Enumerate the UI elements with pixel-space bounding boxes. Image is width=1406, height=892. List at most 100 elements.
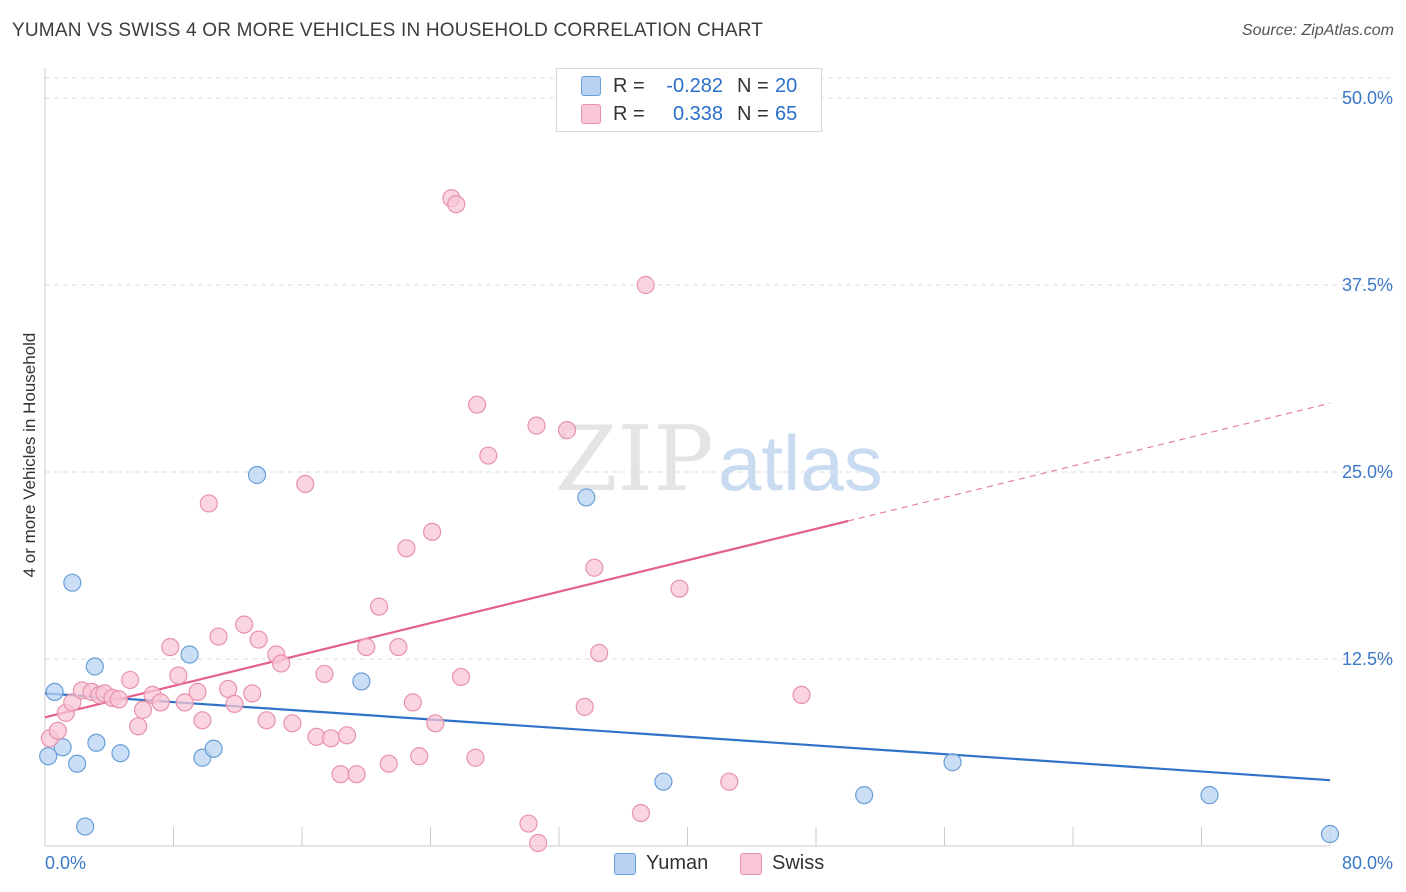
trend-lines [44, 402, 1331, 782]
swiss-point [169, 666, 188, 685]
swiss-point [519, 814, 538, 833]
legend-label-yuman: Yuman [646, 852, 709, 874]
watermark: ZIP atlas [555, 407, 883, 512]
legend-item-swiss[interactable]: Swiss [740, 852, 824, 875]
yuman-point [87, 733, 106, 752]
legend-row-swiss: R = 0.338 N = 65 [581, 102, 797, 126]
swiss-point [151, 693, 170, 712]
yuman-point [53, 738, 72, 757]
swiss-point [121, 670, 140, 690]
x-tick-label-min: 0.0% [45, 853, 86, 873]
y-tick-label: 25.0% [1342, 462, 1393, 482]
watermark-atlas: atlas [718, 419, 883, 507]
swiss-point [631, 803, 651, 823]
yuman-point [85, 657, 104, 676]
swiss-point [379, 754, 398, 773]
series-legend: Yuman Swiss [0, 852, 1406, 878]
swiss-point [403, 693, 422, 712]
legend-label-swiss: Swiss [772, 852, 825, 874]
swiss-point [451, 667, 471, 687]
yuman-swatch [614, 852, 636, 875]
y-tick-label: 37.5% [1342, 275, 1393, 295]
swiss-swatch [581, 104, 601, 124]
swiss-point [389, 637, 408, 657]
yuman-point [247, 465, 267, 485]
n-value: 20 [775, 74, 798, 97]
yuman-point [180, 645, 199, 664]
swiss-point [557, 421, 577, 440]
yuman-point [111, 744, 130, 763]
legend-row-yuman: R = -0.282 N = 20 [581, 74, 797, 98]
r-label: R = [613, 102, 645, 125]
swiss-point [257, 711, 276, 730]
swiss-point [243, 684, 262, 703]
swiss-point [590, 643, 609, 663]
yuman-point [76, 817, 95, 836]
swiss-point [447, 195, 466, 214]
swiss-point [636, 275, 655, 295]
data-points [39, 189, 1340, 853]
swiss-point [331, 765, 350, 784]
swiss-point [575, 697, 594, 716]
swiss-point [188, 682, 207, 702]
yuman-point [577, 488, 596, 507]
y-tick-label: 12.5% [1342, 649, 1393, 669]
yuman-point [63, 573, 82, 592]
swiss-point [272, 654, 291, 673]
yuman-point [204, 739, 223, 758]
yuman-point [45, 682, 64, 702]
swiss-point [63, 693, 82, 712]
chart-title: YUMAN VS SWISS 4 OR MORE VEHICLES IN HOU… [12, 20, 764, 41]
swiss-point [249, 630, 268, 649]
n-label: N = [737, 74, 769, 97]
swiss-point [337, 726, 357, 745]
swiss-point [347, 765, 366, 784]
swiss-point [479, 446, 498, 465]
swiss-point [527, 416, 546, 435]
swiss-point [585, 558, 604, 577]
swiss-point [467, 395, 487, 414]
yuman-point [1200, 786, 1219, 805]
n-label: N = [737, 102, 769, 125]
tick-labels: 12.5% 25.0% 37.5% 50.0% 0.0% 80.0% [45, 88, 1393, 873]
swiss-point [109, 690, 128, 709]
swiss-point [410, 747, 429, 766]
correlation-legend: R = -0.282 N = 20 R = 0.338 N = 65 [556, 68, 822, 132]
swiss-point [283, 714, 302, 733]
yuman-point [654, 772, 673, 791]
yuman-point [855, 786, 874, 805]
r-value: -0.282 [666, 74, 723, 97]
swiss-point [423, 522, 442, 541]
yuman-swatch [581, 76, 601, 96]
swiss-point [792, 685, 811, 705]
swiss-point [48, 721, 67, 740]
legend-item-yuman[interactable]: Yuman [614, 852, 708, 875]
swiss-point [296, 474, 315, 494]
swiss-point [225, 694, 244, 713]
swiss-point [397, 539, 416, 558]
swiss-point [315, 664, 334, 684]
swiss-point [133, 700, 153, 719]
yuman-point [352, 672, 371, 691]
swiss-trend-extension [847, 402, 1331, 522]
swiss-point [161, 637, 180, 657]
swiss-point [466, 748, 485, 767]
grid-layer [45, 77, 1392, 660]
swiss-point [199, 494, 218, 513]
swiss-point [670, 579, 689, 598]
swiss-point [720, 772, 739, 791]
swiss-point [219, 679, 238, 699]
yuman-point [1320, 824, 1340, 844]
swiss-point [175, 693, 194, 712]
yuman-point [943, 753, 962, 772]
n-value: 65 [775, 102, 798, 125]
source-label: Source: ZipAtlas.com [1241, 22, 1394, 39]
swiss-point [209, 627, 228, 646]
swiss-swatch [740, 852, 762, 875]
swiss-point [129, 717, 148, 736]
swiss-trend-line [44, 519, 849, 719]
swiss-point [529, 833, 548, 853]
swiss-point [370, 597, 389, 616]
swiss-point [321, 729, 341, 748]
